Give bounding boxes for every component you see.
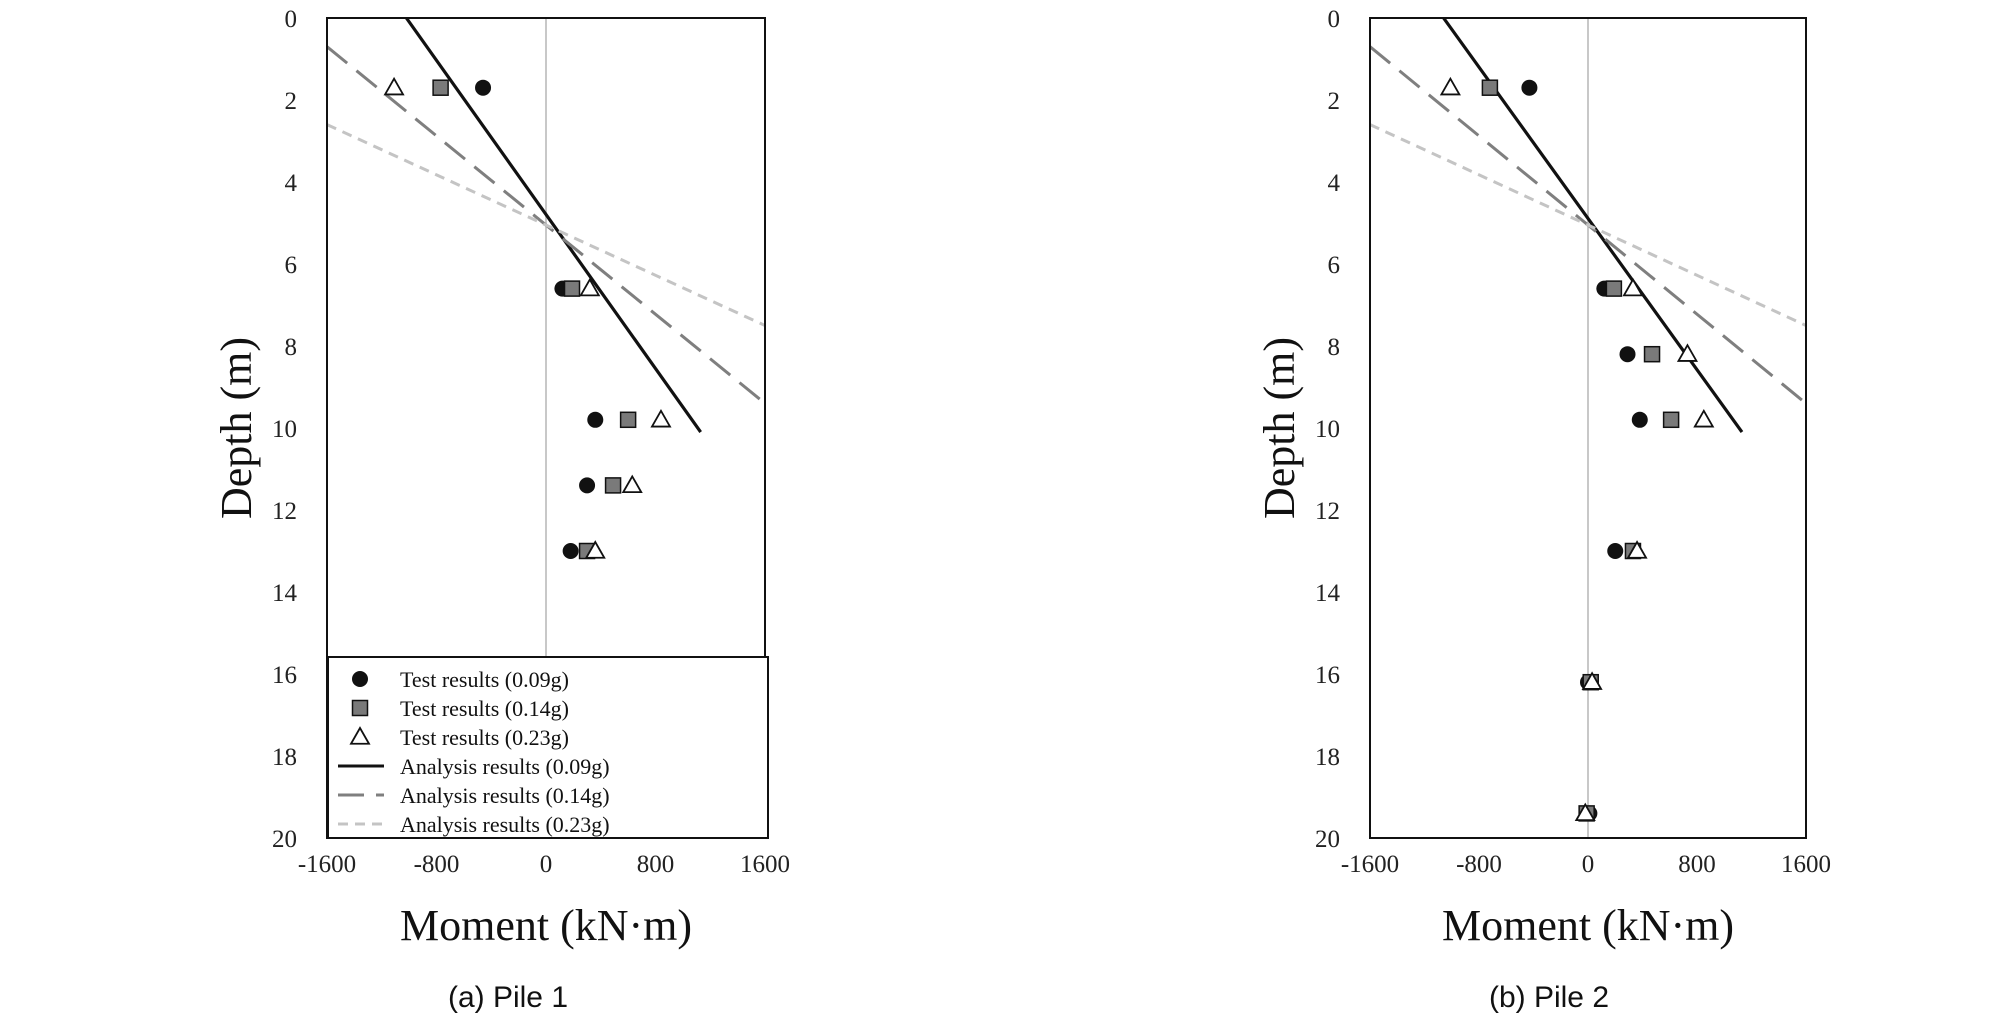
test-point [1619, 346, 1636, 363]
test-point [1439, 76, 1461, 96]
y-axis-title: Depth (m) [212, 337, 261, 519]
x-tick-label: 1600 [740, 851, 790, 878]
x-tick-label: -800 [414, 851, 460, 878]
test-point [1662, 411, 1680, 429]
x-axis-title: Moment (kN·m) [1442, 901, 1734, 950]
test-point [619, 411, 637, 429]
x-tick-label: 800 [1678, 851, 1716, 878]
legend-label: Analysis results (0.14g) [400, 783, 610, 808]
y-tick-label: 16 [1315, 662, 1340, 689]
y-tick-label: 10 [272, 416, 297, 443]
y-tick-label: 0 [285, 6, 298, 33]
test-point [1605, 280, 1623, 297]
test-series-023g [383, 76, 672, 559]
test-point [584, 540, 606, 559]
analysis-line-023g [1370, 123, 1806, 327]
y-tick-label: 8 [285, 334, 298, 361]
y-tick-label: 20 [1315, 826, 1340, 853]
legend-label: Analysis results (0.09g) [400, 754, 610, 779]
test-point [587, 411, 604, 428]
analysis-line-009g [405, 18, 702, 434]
test-point [1631, 411, 1648, 428]
analysis-lines [327, 18, 765, 434]
test-point [1607, 543, 1624, 559]
test-point [1643, 345, 1661, 363]
test-point [1481, 79, 1499, 96]
y-tick-label: 8 [1328, 334, 1341, 361]
test-point [579, 477, 596, 494]
legend: Test results (0.09g) Test results (0.14g)… [327, 656, 769, 839]
panel-caption: (b) Pile 2 [1489, 981, 1609, 1014]
test-series-009g [1521, 79, 1648, 822]
y-tick-label: 2 [1328, 88, 1341, 115]
chart-panel-pile-1: 0 2 4 6 8 10 12 14 16 18 20-1600 -800 0 800 1600 Moment… [212, 6, 790, 1014]
y-axis-title: Depth (m) [1255, 337, 1304, 519]
y-tick-label: 14 [272, 580, 298, 607]
test-point [1574, 802, 1596, 822]
x-tick-label: -1600 [298, 851, 356, 878]
test-point [432, 79, 449, 96]
x-tick-label: -1600 [1341, 851, 1399, 878]
legend-label: Test results (0.14g) [400, 696, 569, 721]
y-tick-label: 20 [272, 826, 297, 853]
y-tick-label: 14 [1315, 580, 1341, 607]
test-point [604, 477, 622, 494]
y-tick-label: 16 [272, 662, 297, 689]
y-tick-label: 0 [1328, 6, 1341, 33]
test-point [383, 76, 405, 96]
legend-label: Test results (0.09g) [400, 667, 569, 692]
x-axis-title: Moment (kN·m) [400, 901, 692, 950]
legend-label: Analysis results (0.23g) [400, 812, 610, 837]
x-tick-label: 800 [637, 851, 675, 878]
x-tick-label: -800 [1456, 851, 1502, 878]
legend-swatch [349, 726, 371, 745]
test-point [1693, 408, 1715, 428]
y-tick-label: 12 [1315, 498, 1340, 525]
x-tick-label: 1600 [1781, 851, 1831, 878]
y-tick-label: 6 [285, 252, 298, 279]
test-point [1581, 671, 1603, 690]
y-tick-label: 4 [1328, 170, 1341, 197]
test-series-014g [432, 79, 637, 560]
plot-frame [1369, 17, 1807, 839]
test-point [562, 543, 579, 559]
test-point [1626, 540, 1648, 559]
test-point [1676, 343, 1699, 362]
y-tick-label: 10 [1315, 416, 1340, 443]
panel-caption: (a) Pile 1 [448, 981, 568, 1014]
analysis-line-023g [327, 123, 765, 327]
chart-panel-pile-2: 0 2 4 6 8 10 12 14 16 18 20-1600 -800 0 800 1600 Moment… [1255, 6, 1831, 1014]
legend-swatch [352, 671, 368, 687]
test-point [475, 79, 492, 96]
y-tick-label: 18 [272, 744, 297, 771]
y-tick-label: 4 [285, 170, 298, 197]
x-tick-label: 0 [1582, 851, 1595, 878]
x-tick-label: 0 [540, 851, 553, 878]
test-point [650, 408, 672, 428]
test-point [563, 280, 581, 297]
test-point [1622, 277, 1644, 297]
test-point [621, 474, 643, 494]
y-tick-label: 12 [272, 498, 297, 525]
y-tick-label: 6 [1328, 252, 1341, 279]
legend-box [327, 656, 769, 839]
legend-label: Test results (0.23g) [400, 725, 569, 750]
test-series-009g [475, 79, 604, 559]
legend-swatch [351, 699, 369, 717]
y-tick-label: 2 [285, 88, 298, 115]
test-series-023g [1439, 76, 1715, 822]
test-point [1521, 79, 1538, 96]
y-tick-label: 18 [1315, 744, 1340, 771]
test-point [579, 277, 601, 297]
